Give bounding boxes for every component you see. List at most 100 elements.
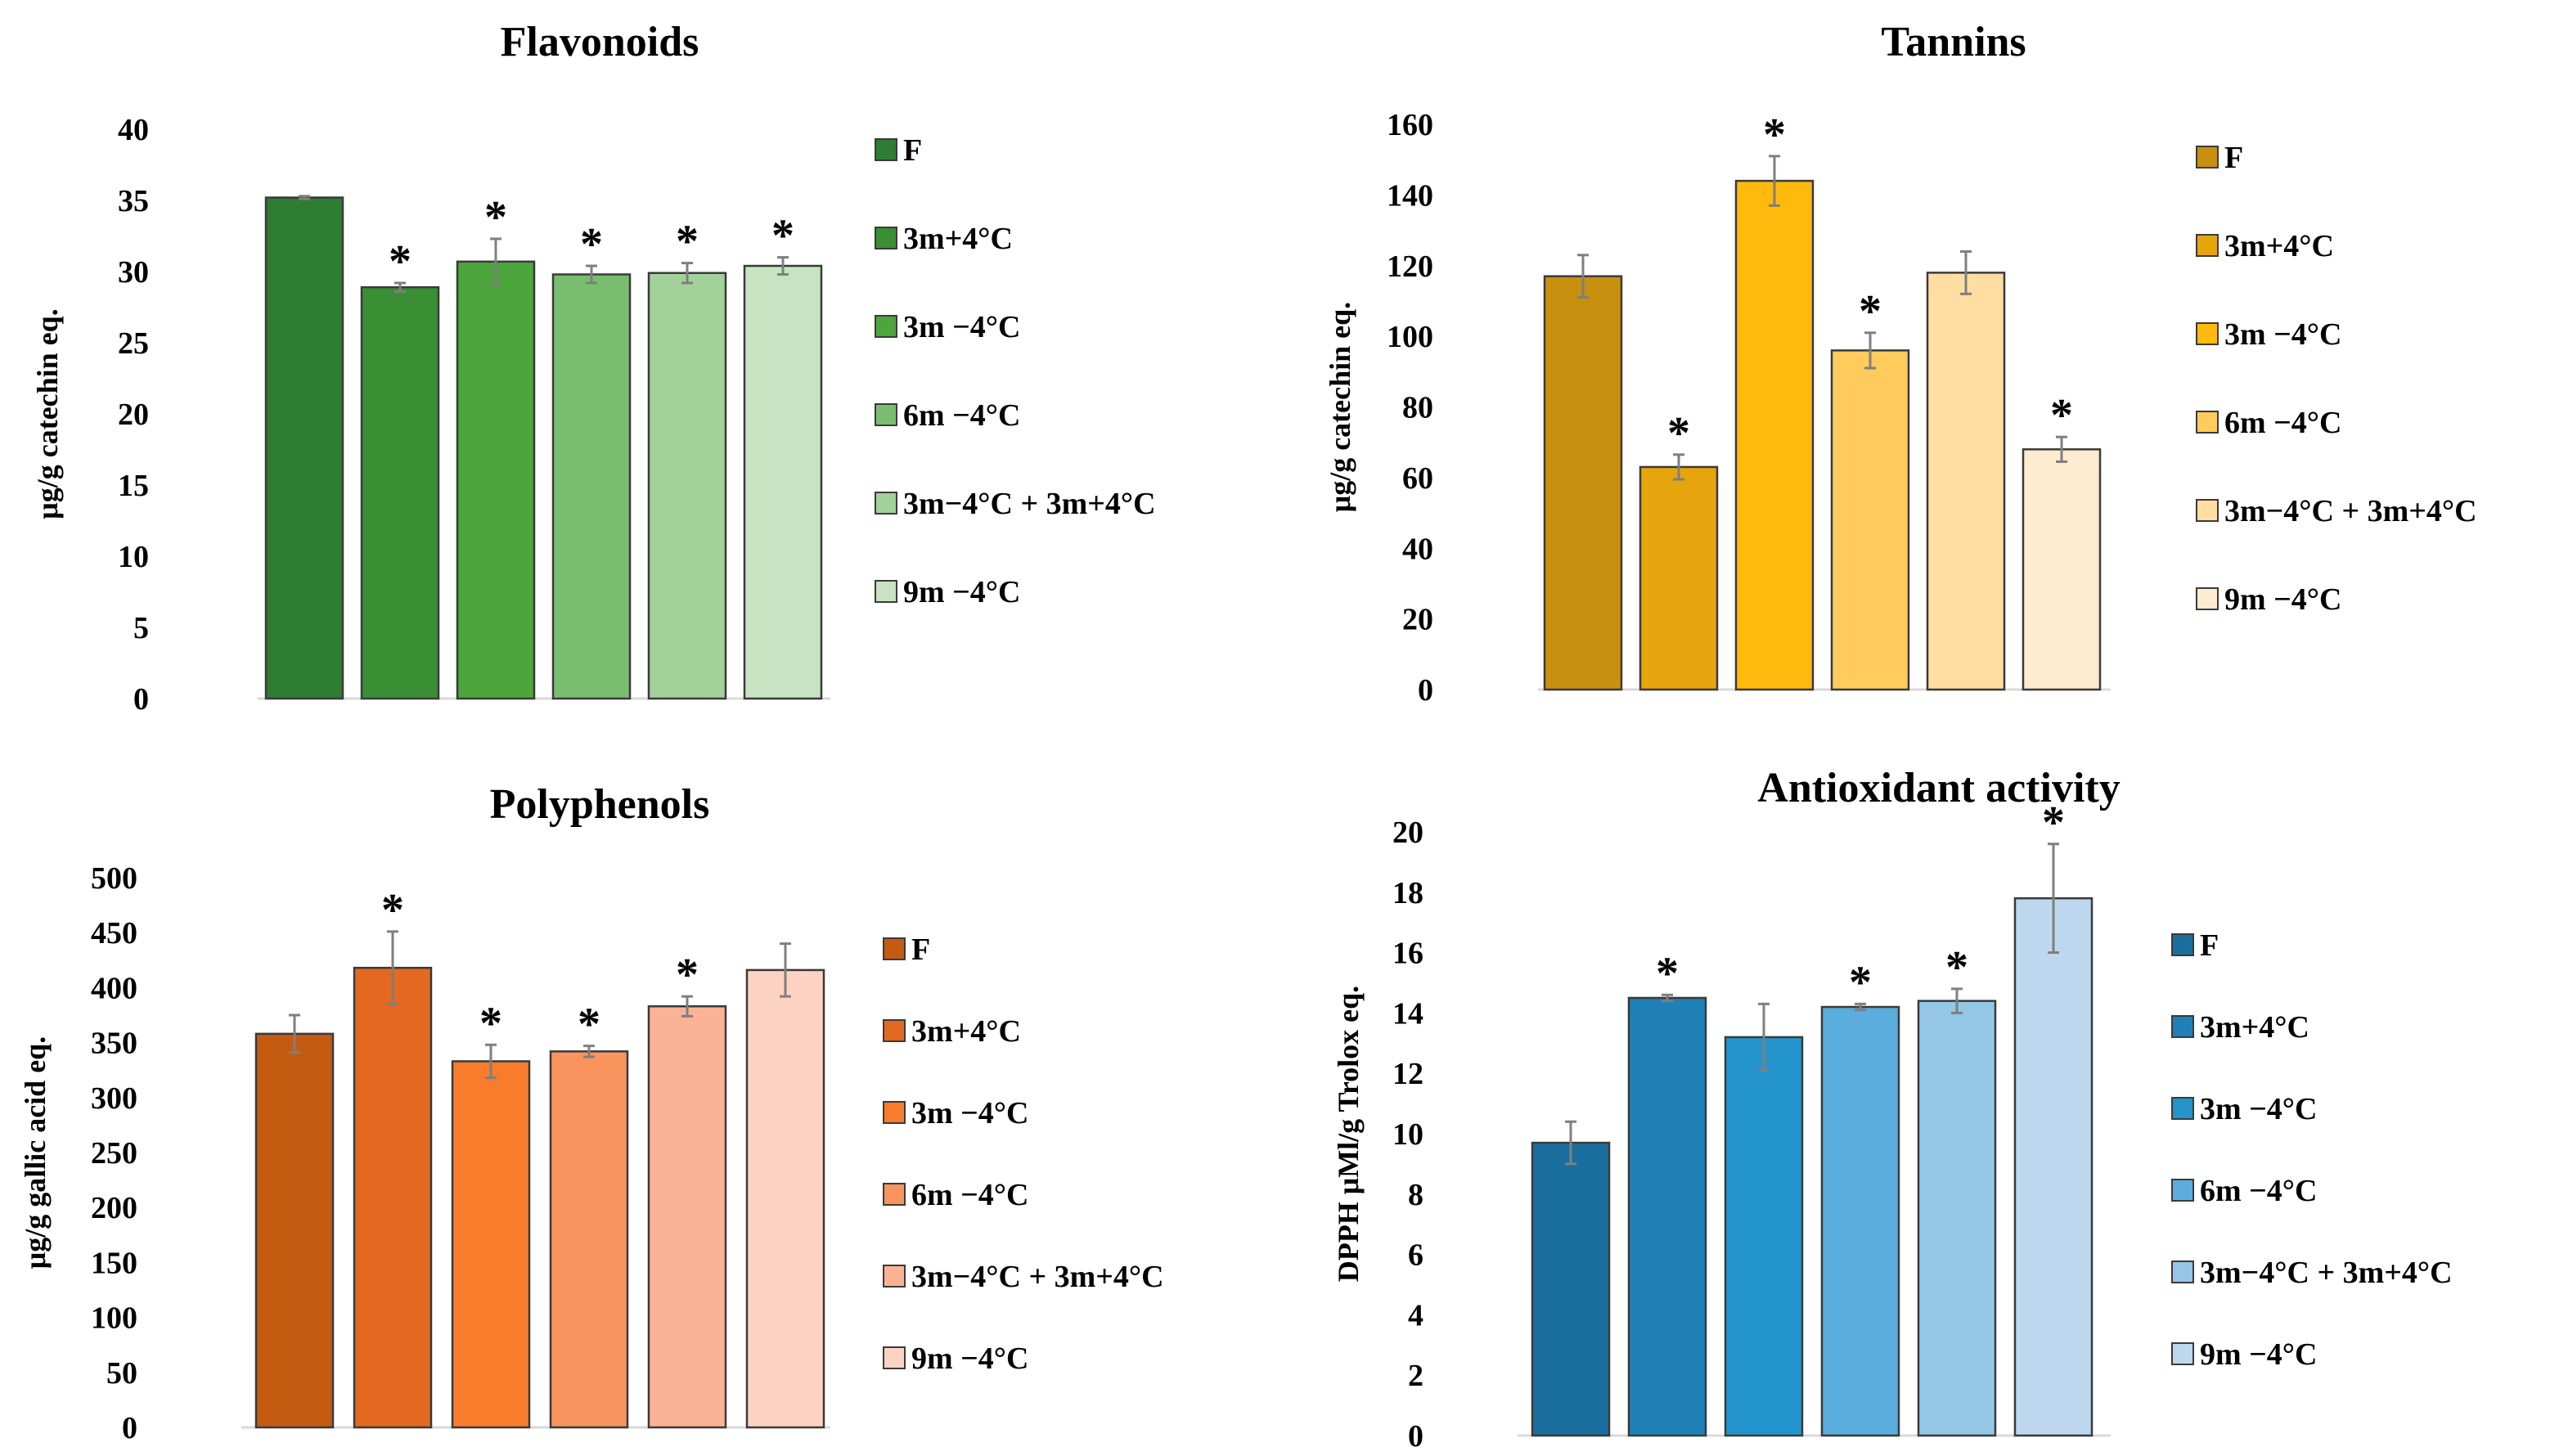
error-bar xyxy=(299,195,310,200)
legend-swatch xyxy=(875,138,897,161)
bar xyxy=(1531,1141,1611,1437)
legend-label: 3m+4°C xyxy=(911,1014,1021,1049)
legend-swatch xyxy=(883,1019,906,1042)
legend-label: 3m−4°C + 3m+4°C xyxy=(2200,1256,2453,1290)
error-bar xyxy=(1960,249,1972,295)
bar xyxy=(647,1004,727,1429)
y-tick-label: 0 xyxy=(122,1411,137,1445)
y-tick-label: 10 xyxy=(1392,1117,1423,1152)
y-axis-label: μg/g gallic acid eq. xyxy=(19,1036,52,1269)
error-bar xyxy=(1565,1120,1576,1166)
legend-swatch xyxy=(883,1346,906,1369)
significance-marker: * xyxy=(484,192,507,243)
bar xyxy=(353,966,433,1429)
bar xyxy=(745,968,825,1429)
y-tick-label: 15 xyxy=(118,469,149,503)
error-bar xyxy=(1855,1002,1866,1012)
legend-swatch xyxy=(2171,1261,2194,1283)
error-bar xyxy=(777,256,789,276)
bar xyxy=(456,260,536,700)
error-bar xyxy=(1951,987,1963,1014)
y-tick-label: 0 xyxy=(133,682,149,717)
error-bar xyxy=(1758,1002,1770,1072)
legend-label: 9m −4°C xyxy=(911,1341,1028,1376)
significance-marker: * xyxy=(1656,948,1679,999)
y-tick-label: 5 xyxy=(133,611,149,645)
legend-swatch xyxy=(875,227,897,249)
error-bar xyxy=(1673,453,1684,481)
legend-swatch xyxy=(883,1101,906,1124)
y-tick-label: 18 xyxy=(1392,876,1423,910)
legend-label: 3m−4°C + 3m+4°C xyxy=(2224,494,2477,528)
y-tick-label: 16 xyxy=(1392,937,1423,971)
y-tick-label: 6 xyxy=(1408,1238,1423,1273)
y-tick-label: 14 xyxy=(1392,996,1423,1031)
y-tick-label: 150 xyxy=(91,1246,137,1280)
legend-swatch xyxy=(875,315,897,338)
significance-marker: * xyxy=(1945,942,1968,993)
y-tick-label: 500 xyxy=(91,861,137,896)
legend-label: 6m −4°C xyxy=(2200,1174,2317,1208)
bar xyxy=(1639,465,1719,691)
legend-swatch xyxy=(2171,933,2194,956)
chart-panel: Polyphenols μg/g gallic acid eq. 0 50 100 150… xyxy=(19,781,1164,1445)
bar xyxy=(1734,179,1815,691)
bar xyxy=(1917,1000,1997,1437)
bar xyxy=(647,272,727,700)
y-tick-label: 20 xyxy=(1392,816,1423,850)
legend-label: 3m+4°C xyxy=(903,222,1013,256)
legend-swatch xyxy=(2171,1015,2194,1038)
legend-swatch xyxy=(2171,1342,2194,1365)
y-tick-label: 250 xyxy=(91,1136,137,1171)
legend-swatch xyxy=(2196,322,2219,345)
y-tick-label: 400 xyxy=(91,971,137,1005)
significance-marker: * xyxy=(2050,390,2073,441)
y-tick-label: 25 xyxy=(118,326,149,361)
chart-title: Polyphenols xyxy=(490,781,710,828)
y-tick-label: 60 xyxy=(1402,461,1433,496)
chart-panel: Tannins μg/g catechin eq. 0 20 40 60 80 100 120 1… xyxy=(1324,19,2477,708)
significance-marker: * xyxy=(389,236,412,287)
significance-marker: * xyxy=(1667,408,1690,459)
y-tick-label: 4 xyxy=(1408,1298,1423,1332)
error-bar xyxy=(1864,331,1876,370)
legend-label: 3m −4°C xyxy=(2200,1092,2317,1126)
error-bar xyxy=(2056,435,2067,463)
significance-marker: * xyxy=(676,217,699,267)
y-tick-label: 100 xyxy=(91,1301,137,1336)
error-bar xyxy=(1769,155,1780,207)
y-tick-label: 100 xyxy=(1387,320,1433,354)
error-bar xyxy=(583,1045,595,1058)
legend-label: 3m −4°C xyxy=(2224,317,2341,352)
significance-marker: * xyxy=(1859,286,1882,337)
legend-label: F xyxy=(903,133,922,168)
legend-swatch xyxy=(875,580,897,603)
error-bar xyxy=(2048,843,2059,955)
legend-label: F xyxy=(2200,928,2219,963)
legend-label: 9m −4°C xyxy=(903,575,1020,609)
y-tick-label: 2 xyxy=(1408,1359,1423,1393)
error-bar xyxy=(1577,254,1589,299)
y-tick-label: 120 xyxy=(1387,249,1433,284)
chart-panel: Flavonoids μg/g catechin eq. 0 5 10 15 20 25 30 3… xyxy=(31,19,1156,717)
significance-marker: * xyxy=(1849,957,1872,1008)
bar xyxy=(254,1032,335,1429)
bar xyxy=(551,273,632,700)
significance-marker: * xyxy=(479,998,502,1049)
legend-label: 6m −4°C xyxy=(2224,406,2341,440)
y-tick-label: 8 xyxy=(1408,1178,1423,1212)
y-tick-label: 40 xyxy=(118,113,149,147)
y-tick-label: 140 xyxy=(1387,178,1433,213)
legend-swatch xyxy=(875,492,897,515)
significance-marker: * xyxy=(676,950,699,1000)
y-tick-label: 0 xyxy=(1418,673,1433,708)
chart-title: Tannins xyxy=(1881,19,2026,65)
legend-label: 6m −4°C xyxy=(911,1178,1028,1212)
chart-title: Flavonoids xyxy=(501,19,699,65)
significance-marker: * xyxy=(771,211,794,262)
legend-label: 3m+4°C xyxy=(2200,1010,2309,1045)
bar xyxy=(1543,275,1623,691)
y-tick-label: 30 xyxy=(118,255,149,290)
legend-label: F xyxy=(911,932,930,967)
legend-label: 9m −4°C xyxy=(2200,1337,2317,1372)
